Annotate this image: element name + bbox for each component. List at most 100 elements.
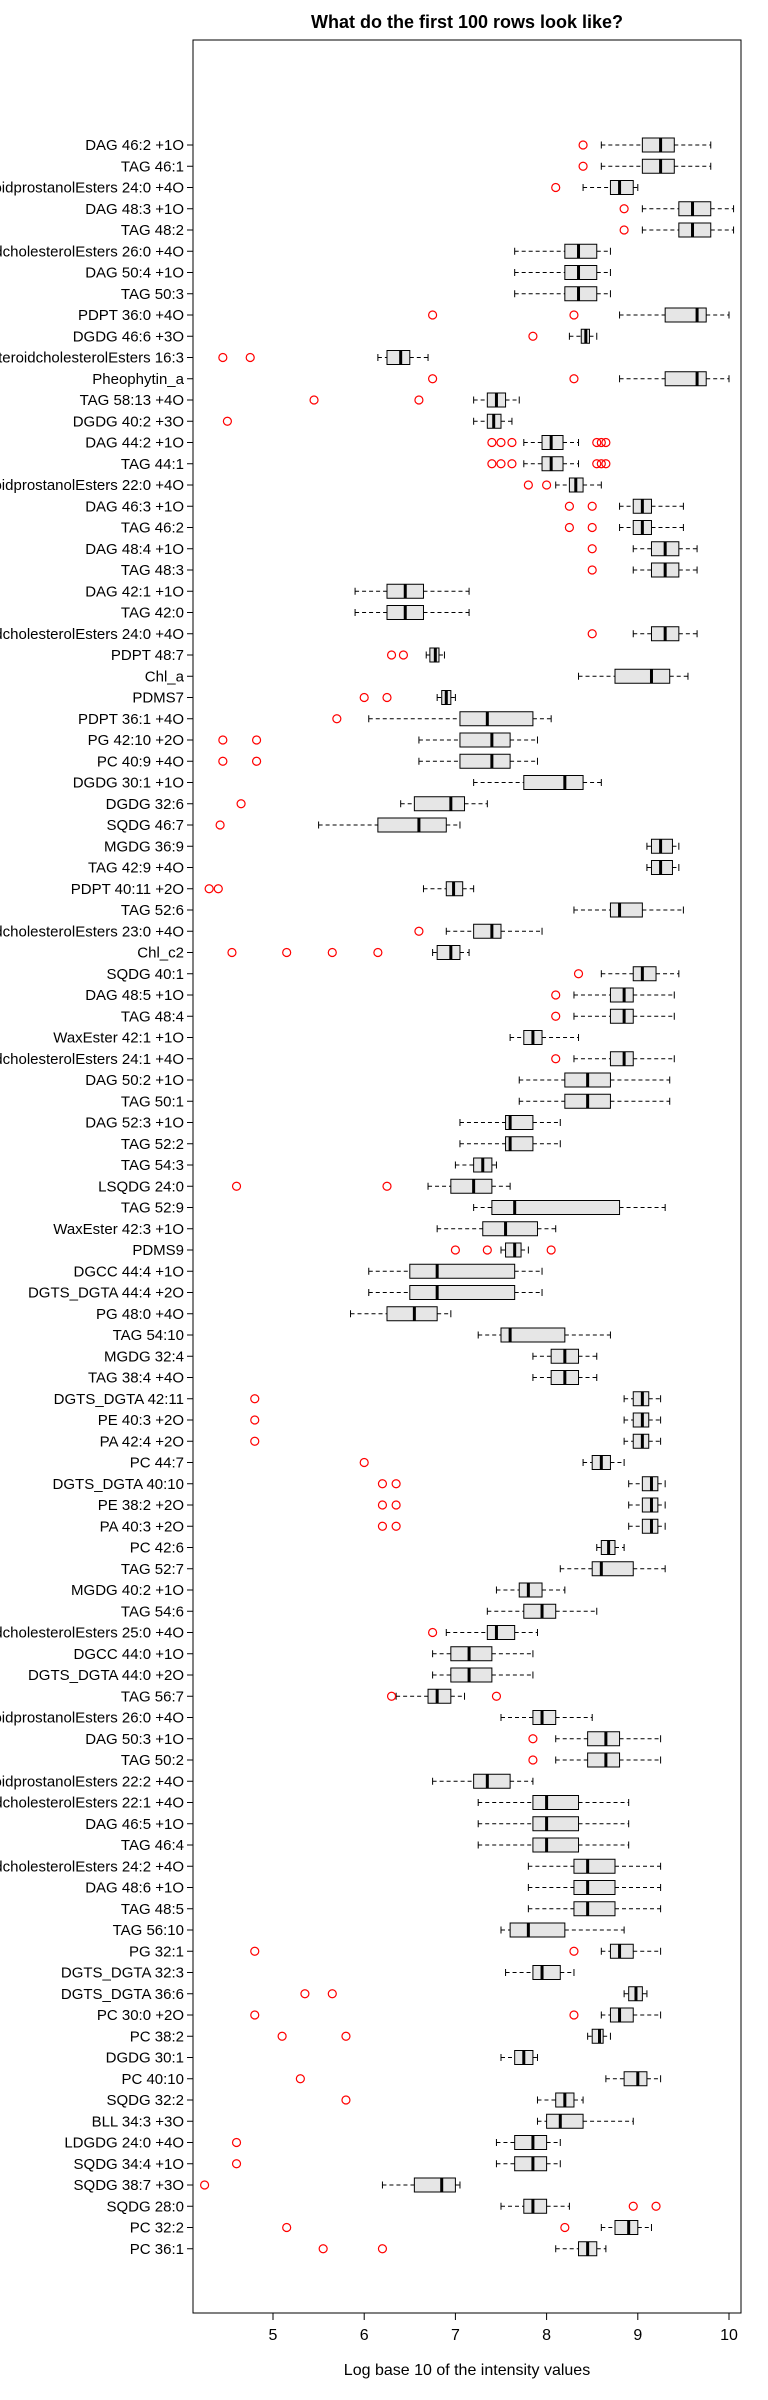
box-iqr [641,158,675,174]
box-item [573,902,684,918]
box-iqr [587,1752,621,1768]
box-item [368,1285,543,1300]
outlier-point [428,1627,438,1638]
box-iqr [614,668,671,684]
box-item [518,1093,671,1109]
outlier-point [528,1734,538,1744]
x-tick-label: 8 [542,2327,551,2344]
box-iqr [609,987,634,1003]
category-label: WaxEster 42:1 +1O [53,1030,184,1047]
box-iqr [450,1178,493,1194]
category-labels-group: DAG 46:2 +1O TAG 46:1 SteroidprostanolEste… [0,137,193,2258]
box-item [578,158,712,174]
category-label: MGDG 40:2 +1O [71,1582,184,1599]
box-item [359,690,456,705]
box-item [587,541,698,557]
outlier-point [377,2244,388,2254]
category-label: TAG 50:1 [121,1093,184,1110]
category-label: PC 32:2 [130,2220,184,2237]
category-label: DGDG 30:1 [106,2050,184,2067]
box-item [231,1178,511,1194]
category-label: DAG 50:3 +1O [85,1731,184,1748]
box-item [277,2028,611,2044]
outlier-point [218,756,228,766]
category-label: SQDG 34:4 +1O [74,2156,184,2173]
box-iqr [459,711,534,727]
category-label: TAG 52:2 [121,1136,184,1153]
category-label: SQDG 32:2 [106,2092,184,2109]
box-iqr [532,1965,561,1980]
box-item [527,1880,662,1895]
box-item [536,2113,634,2129]
box-iqr [413,2177,456,2193]
category-label: SQDG 28:0 [106,2198,184,2215]
box-iqr [473,1773,511,1789]
box-iqr [518,1582,543,1598]
box-iqr [386,350,411,365]
category-label: DGDG 32:6 [106,796,184,813]
category-label: SteroidprostanolEsters 22:0 +4O [0,477,184,494]
category-label: SQDG 46:7 [106,817,184,834]
x-tick-label: 7 [451,2327,460,2344]
box-iqr [573,1901,616,1917]
category-label: DAG 48:4 +1O [85,541,184,558]
box-iqr [509,1922,566,1938]
box-item [377,1476,666,1492]
chart-title: What do the first 100 rows look like? [311,12,623,32]
outlier-point [496,437,506,448]
box-iqr [564,265,598,280]
outlier-point [382,692,392,703]
category-label: SteroidcholesterolEsters 22:1 +4O [0,1795,184,1812]
x-tick-label: 9 [633,2327,642,2344]
box-item [518,1072,671,1088]
box-item [459,1115,561,1130]
outlier-point [377,1521,388,1531]
box-item [477,1837,630,1853]
box-item [359,1455,625,1470]
category-label: MGDG 36:9 [104,838,184,855]
category-label: BLL 34:3 +3O [92,2113,184,2130]
category-label: SteroidprostanolEsters 26:0 +4O [0,1710,184,1727]
category-label: DGDG 30:1 +1O [73,775,184,792]
box-item [473,775,602,790]
box-item [386,1688,502,1704]
box-item [527,1858,662,1874]
outlier-point [551,182,561,193]
outlier-point [496,459,506,469]
category-label: DGTS_DGTA 40:10 [53,1476,184,1493]
box-item [432,1646,534,1662]
outlier-point [482,1245,492,1255]
box-item [300,1986,648,2002]
outlier-point [551,1011,561,1021]
outlier-point [359,692,369,703]
box-item [486,1603,598,1619]
outlier-point [236,799,246,809]
box-item [231,2135,561,2150]
outlier-point [391,1521,401,1531]
x-axis: 5 6 7 8 9 10 [269,2313,738,2344]
box-iqr [564,243,598,259]
box-item [559,1561,666,1577]
box-item [309,392,520,408]
category-label: SteroidprostanolEsters 24:0 +4O [0,180,184,197]
x-tick-label: 6 [360,2327,369,2344]
outlier-point [231,1181,242,1191]
box-item [204,881,475,897]
outlier-point [587,522,597,533]
category-label: SteroidcholesterolEsters 23:0 +4O [0,923,184,940]
category-label: SteroidcholesterolEsters 24:2 +4O [0,1858,184,1875]
box-item [528,1731,662,1747]
box-item [514,265,611,280]
outlier-point [398,650,409,660]
box-item [250,1433,662,1449]
x-axis-label: Log base 10 of the intensity values [344,2362,590,2379]
box-iqr [491,1200,621,1215]
box-item [500,2198,661,2214]
outlier-point [560,2222,570,2233]
category-label: DAG 50:4 +1O [85,265,184,282]
box-item [487,435,611,450]
outlier-point [386,1691,397,1701]
category-label: PA 40:3 +2O [100,1518,184,1535]
category-label: PDPT 48:7 [111,647,184,664]
category-label: TAG 54:3 [121,1157,184,1174]
